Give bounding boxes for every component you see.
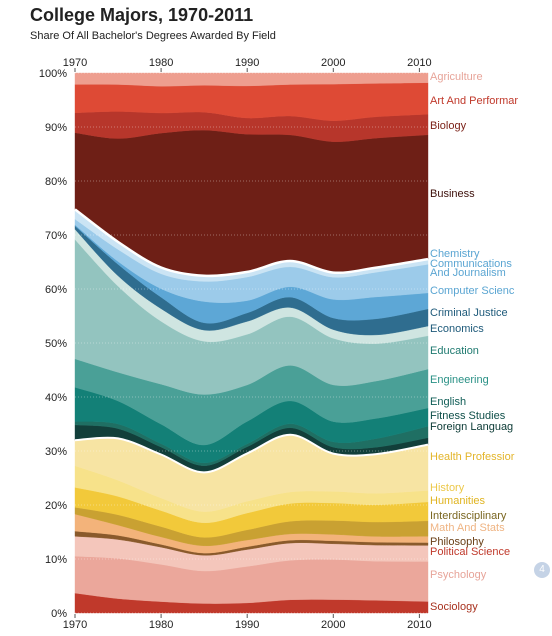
series-label: Foreign Languag bbox=[430, 421, 513, 433]
y-tick-label: 90% bbox=[45, 122, 67, 134]
gridlines bbox=[75, 72, 428, 614]
series-label: Sociology bbox=[430, 601, 478, 613]
series-label: Engineering bbox=[430, 374, 489, 386]
series-label: Fitness Studies bbox=[430, 410, 506, 422]
series-label: Communications bbox=[430, 258, 512, 270]
x-tick-label-bottom: 2000 bbox=[321, 619, 345, 631]
series-label: Chemistry bbox=[430, 248, 480, 260]
x-tick-label-bottom: 1970 bbox=[63, 619, 87, 631]
chart-subtitle: Share Of All Bachelor's Degrees Awarded … bbox=[30, 30, 276, 42]
series-label: Economics bbox=[430, 323, 484, 335]
y-tick-label: 60% bbox=[45, 284, 67, 296]
x-tick-label-bottom: 1990 bbox=[235, 619, 259, 631]
series-label: Business bbox=[430, 188, 475, 200]
y-tick-label: 20% bbox=[45, 500, 67, 512]
corner-badge: 4 bbox=[534, 562, 550, 578]
x-tick-label-bottom: 1980 bbox=[149, 619, 173, 631]
series-label: English bbox=[430, 396, 466, 408]
series-label: Education bbox=[430, 345, 479, 357]
x-tick-label-top: 1970 bbox=[63, 57, 87, 69]
series-label: Psychology bbox=[430, 569, 487, 581]
y-tick-label: 80% bbox=[45, 176, 67, 188]
x-tick-label-top: 1990 bbox=[235, 57, 259, 69]
y-tick-label: 0% bbox=[51, 608, 67, 620]
x-tick-label-top: 1980 bbox=[149, 57, 173, 69]
series-label: Political Science bbox=[430, 546, 510, 558]
separator-line bbox=[74, 433, 429, 474]
page-title: College Majors, 1970-2011 bbox=[30, 5, 254, 25]
series-label: Agriculture bbox=[430, 71, 483, 83]
series-label: Philosophy bbox=[430, 536, 484, 548]
x-tick-label-top: 2010 bbox=[407, 57, 431, 69]
series-label: Math And Stats bbox=[430, 522, 505, 534]
x-tick-label-bottom: 2010 bbox=[407, 619, 431, 631]
y-tick-label: 70% bbox=[45, 230, 67, 242]
x-tick-label-top: 2000 bbox=[321, 57, 345, 69]
y-tick-label: 40% bbox=[45, 392, 67, 404]
series-label: History bbox=[430, 482, 465, 494]
separator-line bbox=[74, 208, 429, 278]
series-label: Computer Scienc bbox=[430, 285, 515, 297]
y-tick-label: 30% bbox=[45, 446, 67, 458]
y-tick-label: 50% bbox=[45, 338, 67, 350]
series-label: Biology bbox=[430, 120, 467, 132]
series-label: Health Professior bbox=[430, 451, 515, 463]
series-label: And Journalism bbox=[430, 267, 506, 279]
area-layers bbox=[74, 72, 429, 614]
area-agriculture bbox=[74, 72, 429, 87]
series-label: Art And Performar bbox=[430, 95, 518, 107]
series-label: Criminal Justice bbox=[430, 307, 508, 319]
y-tick-label: 100% bbox=[39, 68, 67, 80]
series-label: Humanities bbox=[430, 495, 486, 507]
series-label: Interdisciplinary bbox=[430, 510, 507, 522]
y-tick-label: 10% bbox=[45, 554, 67, 566]
